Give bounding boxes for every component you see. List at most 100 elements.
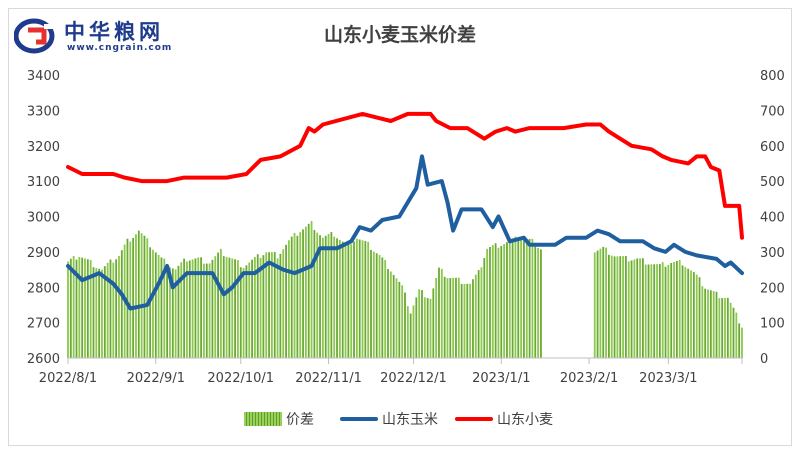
bar-spread xyxy=(217,252,219,358)
x-tick-label: 2023/3/1 xyxy=(639,371,697,386)
bar-spread xyxy=(466,283,469,358)
bar-spread xyxy=(239,267,242,358)
bar-spread xyxy=(101,269,103,358)
bar-spread xyxy=(106,262,109,358)
bar-spread xyxy=(698,277,701,358)
legend-item: 价差 xyxy=(244,408,314,430)
bar-spread xyxy=(412,305,415,358)
bar-spread xyxy=(712,291,715,358)
bar-spread xyxy=(228,257,231,358)
bar-spread xyxy=(372,251,375,358)
bar-spread xyxy=(421,290,423,358)
bar-spread xyxy=(661,262,664,358)
bar-spread xyxy=(358,239,361,358)
bar-spread xyxy=(395,278,398,358)
bar-spread xyxy=(670,262,673,358)
bar-spread xyxy=(361,240,364,358)
bar-spread xyxy=(511,238,514,358)
axes: 2600 2700 2800 2900 3000 3100 3200 3300 3400 0 100… xyxy=(27,69,785,386)
legend-item: 山东小麦 xyxy=(455,408,553,430)
y-right-tick-label: 800 xyxy=(760,69,785,84)
bar-spread xyxy=(540,249,542,358)
bar-spread xyxy=(137,230,140,358)
bar-spread xyxy=(98,268,101,358)
bar-spread xyxy=(622,256,624,358)
bar-spread xyxy=(347,240,350,358)
bar-spread xyxy=(616,256,619,358)
bar-spread xyxy=(415,297,418,358)
bar-spread xyxy=(188,260,191,358)
bar-spread xyxy=(726,297,729,358)
bar-spread xyxy=(709,290,712,358)
bar-spread xyxy=(132,237,135,358)
bar-spread xyxy=(537,247,539,358)
bar-spread xyxy=(687,268,690,358)
bar-spread xyxy=(517,241,520,358)
chart-title: 山东小麦玉米价差 xyxy=(323,24,476,46)
bar-spread xyxy=(265,252,268,358)
bar-spread xyxy=(120,250,123,358)
x-tick-label: 2023/2/1 xyxy=(560,371,618,386)
legend-label: 价差 xyxy=(286,412,314,428)
bar-spread xyxy=(302,229,304,358)
bar-spread xyxy=(489,246,491,358)
y-left-tick-label: 3300 xyxy=(27,104,60,119)
bar-spread xyxy=(319,235,321,358)
bar-spread xyxy=(256,254,259,358)
bar-spread xyxy=(166,266,169,358)
bar-spread xyxy=(367,241,370,358)
bar-spread xyxy=(355,238,358,358)
x-tick-label: 2023/1/1 xyxy=(472,371,530,386)
bar-spread xyxy=(279,253,282,358)
bar-spread xyxy=(327,233,330,358)
bar-spread xyxy=(384,260,387,358)
bar-spread xyxy=(245,265,248,358)
bar-spread xyxy=(401,285,404,358)
bar-spread xyxy=(135,234,137,358)
bar-spread xyxy=(721,298,724,358)
bar-spread xyxy=(472,279,474,358)
bar-spread xyxy=(364,241,367,358)
line-series xyxy=(66,111,744,311)
bar-spread xyxy=(508,240,511,358)
bar-spread xyxy=(409,313,412,358)
bar-spread xyxy=(639,258,641,358)
bar-spread xyxy=(469,283,472,358)
bar-spread xyxy=(596,250,599,358)
legend-swatch-line xyxy=(455,417,493,421)
bar-spread xyxy=(650,264,653,358)
bar-spread xyxy=(644,264,647,358)
bar-spread xyxy=(330,232,333,358)
legend-swatch-line xyxy=(340,417,378,421)
bar-spread xyxy=(154,252,157,358)
bar-spread xyxy=(285,244,287,358)
bar-spread xyxy=(296,235,299,358)
bar-spread xyxy=(593,252,596,358)
bar-spread xyxy=(321,237,324,358)
y-right-tick-label: 100 xyxy=(760,317,785,332)
bar-spread xyxy=(684,267,687,358)
bar-spread xyxy=(624,255,627,358)
bar-spread xyxy=(129,241,132,358)
bar-spread xyxy=(268,252,270,358)
bar-spread xyxy=(641,258,644,358)
bar-spread xyxy=(375,253,378,358)
bar-spread xyxy=(81,257,84,358)
bar-spread xyxy=(457,277,460,358)
bar-spread xyxy=(370,249,372,358)
bar-spread xyxy=(718,298,721,358)
legend-label: 山东玉米 xyxy=(382,412,438,428)
bar-spread xyxy=(200,257,202,358)
bar-spread xyxy=(69,258,72,358)
bar-spread xyxy=(316,232,319,358)
bar-spread xyxy=(463,283,466,358)
legend-swatch-bar xyxy=(244,412,282,426)
bar-spread xyxy=(392,274,395,358)
bar-spread xyxy=(143,235,146,358)
bar-spread xyxy=(503,244,506,358)
bar-spread xyxy=(460,284,463,358)
bar-spread xyxy=(630,260,633,358)
y-right-tick-label: 700 xyxy=(760,104,785,119)
bar-spread xyxy=(254,256,256,358)
